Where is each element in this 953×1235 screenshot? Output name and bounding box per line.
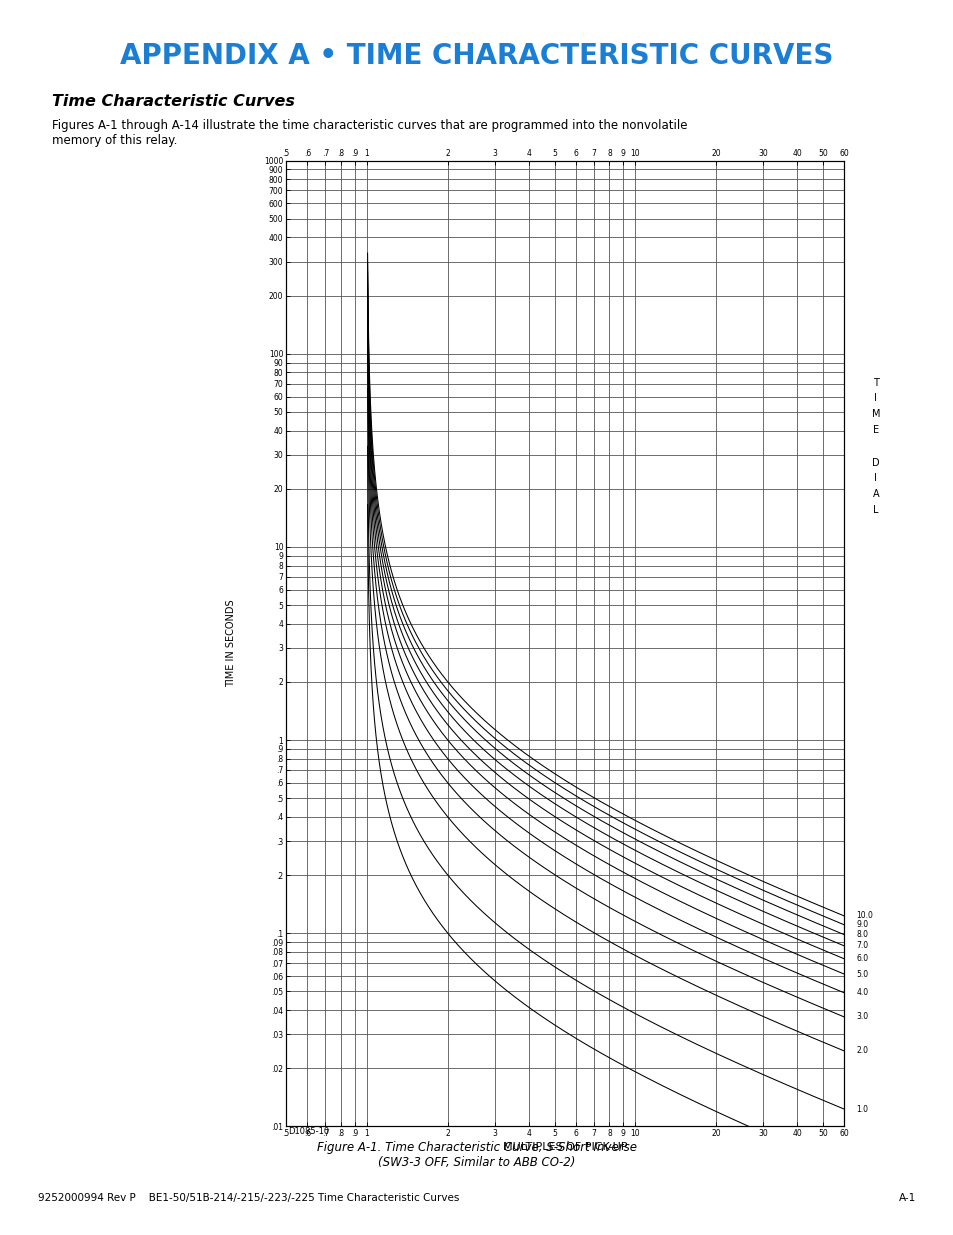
Text: T: T	[872, 378, 878, 388]
Y-axis label: TIME IN SECONDS: TIME IN SECONDS	[226, 600, 236, 687]
Text: Figure A-1. Time Characteristic Curve, S-Short Inverse: Figure A-1. Time Characteristic Curve, S…	[316, 1141, 637, 1153]
Text: 6.0: 6.0	[856, 955, 868, 963]
Text: APPENDIX A • TIME CHARACTERISTIC CURVES: APPENDIX A • TIME CHARACTERISTIC CURVES	[120, 42, 833, 69]
Text: D: D	[871, 458, 879, 468]
Text: M: M	[871, 409, 879, 419]
Text: 9.0: 9.0	[856, 920, 868, 929]
Text: I: I	[873, 393, 877, 403]
Text: 4.0: 4.0	[856, 988, 868, 998]
Text: A-1: A-1	[898, 1193, 915, 1203]
Text: Figures A-1 through A-14 illustrate the time characteristic curves that are prog: Figures A-1 through A-14 illustrate the …	[52, 120, 687, 132]
Text: memory of this relay.: memory of this relay.	[52, 135, 177, 147]
Text: 2.0: 2.0	[856, 1046, 868, 1056]
Text: (SW3-3 OFF, Similar to ABB CO-2): (SW3-3 OFF, Similar to ABB CO-2)	[378, 1156, 575, 1168]
Text: 9252000994 Rev P    BE1-50/51B-214/-215/-223/-225 Time Characteristic Curves: 9252000994 Rev P BE1-50/51B-214/-215/-22…	[38, 1193, 459, 1203]
X-axis label: MULTIPLES OF PICK-UP: MULTIPLES OF PICK-UP	[502, 1142, 627, 1152]
Text: 5.0: 5.0	[856, 969, 868, 978]
Text: L: L	[872, 505, 878, 515]
Text: 8.0: 8.0	[856, 930, 868, 939]
Text: Time Characteristic Curves: Time Characteristic Curves	[52, 94, 295, 109]
Text: E: E	[872, 425, 878, 435]
Text: A: A	[872, 489, 878, 499]
Text: 10.0: 10.0	[856, 911, 873, 920]
Text: 3.0: 3.0	[856, 1013, 868, 1021]
Text: 7.0: 7.0	[856, 941, 868, 951]
Text: 1.0: 1.0	[856, 1104, 868, 1114]
Text: D1085-10: D1085-10	[288, 1126, 329, 1136]
Text: I: I	[873, 473, 877, 483]
